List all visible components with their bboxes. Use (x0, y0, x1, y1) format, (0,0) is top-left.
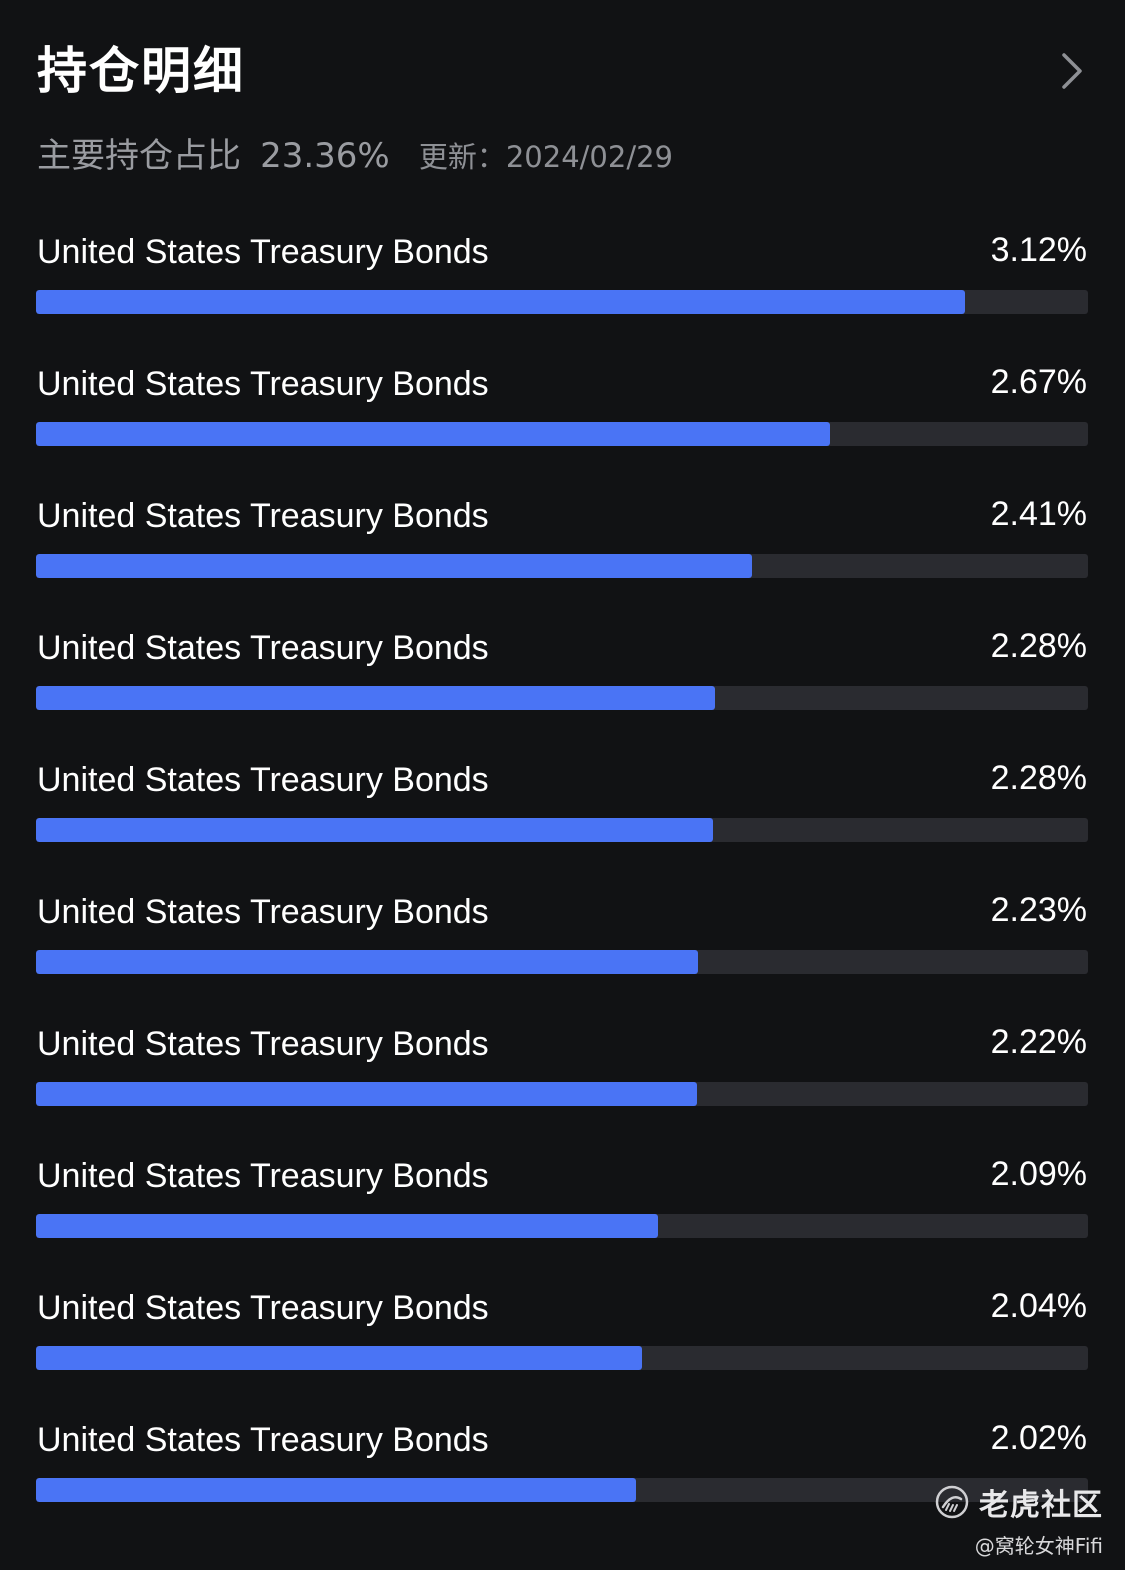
holding-row[interactable]: United States Treasury Bonds 2.09% (36, 1142, 1088, 1274)
holding-bar-track (36, 686, 1088, 710)
holding-row[interactable]: United States Treasury Bonds 3.12% (36, 218, 1088, 350)
holding-bar-track (36, 554, 1088, 578)
holding-percent: 2.23% (990, 891, 1087, 929)
holding-percent: 2.41% (990, 495, 1087, 533)
holding-row[interactable]: United States Treasury Bonds 2.28% (36, 614, 1088, 746)
holding-row[interactable]: United States Treasury Bonds 2.23% (36, 878, 1088, 1010)
holding-row[interactable]: United States Treasury Bonds 2.41% (36, 482, 1088, 614)
holding-bar-track (36, 818, 1088, 842)
header: 持仓明细 (37, 38, 1088, 108)
holding-bar-fill (36, 950, 698, 974)
holding-bar-fill (36, 1082, 697, 1106)
holdings-list: United States Treasury Bonds 3.12% United … (36, 218, 1088, 1538)
holding-name: United States Treasury Bonds (37, 629, 489, 667)
top-holdings-ratio-value: 23.36% (260, 136, 390, 176)
holding-bar-fill (36, 290, 965, 314)
holding-bar-track (36, 950, 1088, 974)
holding-bar-fill (36, 818, 714, 842)
holding-row[interactable]: United States Treasury Bonds 2.67% (36, 350, 1088, 482)
holding-name: United States Treasury Bonds (37, 1289, 489, 1327)
holding-bar-track (36, 290, 1088, 314)
watermark-brand: 老虎社区 (979, 1488, 1103, 1523)
holding-bar-fill (36, 1214, 658, 1238)
holding-percent: 3.12% (990, 231, 1087, 269)
holding-bar-track (36, 1346, 1088, 1370)
holding-name: United States Treasury Bonds (37, 1025, 489, 1063)
holding-percent: 2.28% (990, 627, 1087, 665)
holding-row[interactable]: United States Treasury Bonds 2.28% (36, 746, 1088, 878)
holding-percent: 2.67% (990, 363, 1087, 401)
holding-percent: 2.09% (990, 1155, 1087, 1193)
watermark: 老虎社区 (935, 1482, 1103, 1523)
holding-bar-fill (36, 686, 715, 710)
holding-bar-track (36, 1214, 1088, 1238)
holding-bar-fill (36, 1346, 642, 1370)
holding-percent: 2.28% (990, 759, 1087, 797)
holding-name: United States Treasury Bonds (37, 1421, 489, 1459)
page-title: 持仓明细 (37, 42, 245, 100)
holding-name: United States Treasury Bonds (37, 761, 489, 799)
holding-percent: 2.22% (990, 1023, 1087, 1061)
holding-percent: 2.04% (990, 1287, 1087, 1325)
holding-name: United States Treasury Bonds (37, 1157, 489, 1195)
holding-bar-track (36, 1478, 1088, 1502)
tiger-logo-icon (935, 1485, 969, 1519)
holding-bar-fill (36, 1478, 636, 1502)
holdings-summary: 主要持仓占比 23.36% 更新：2024/02/29 (37, 134, 673, 178)
holding-row[interactable]: United States Treasury Bonds 2.02% (36, 1406, 1088, 1538)
holding-name: United States Treasury Bonds (37, 497, 489, 535)
holding-bar-fill (36, 554, 753, 578)
holding-row[interactable]: United States Treasury Bonds 2.22% (36, 1010, 1088, 1142)
top-holdings-ratio-label: 主要持仓占比 (37, 136, 241, 176)
holding-name: United States Treasury Bonds (37, 893, 489, 931)
holding-bar-track (36, 1082, 1088, 1106)
holding-bar-track (36, 422, 1088, 446)
watermark-user: @窝轮女神Fifi (974, 1534, 1103, 1558)
holding-row[interactable]: United States Treasury Bonds 2.04% (36, 1274, 1088, 1406)
holding-percent: 2.02% (990, 1419, 1087, 1457)
holding-name: United States Treasury Bonds (37, 365, 489, 403)
holding-bar-fill (36, 422, 831, 446)
chevron-right-icon[interactable] (1052, 51, 1088, 91)
holding-name: United States Treasury Bonds (37, 233, 489, 271)
update-date: 更新：2024/02/29 (418, 140, 673, 174)
